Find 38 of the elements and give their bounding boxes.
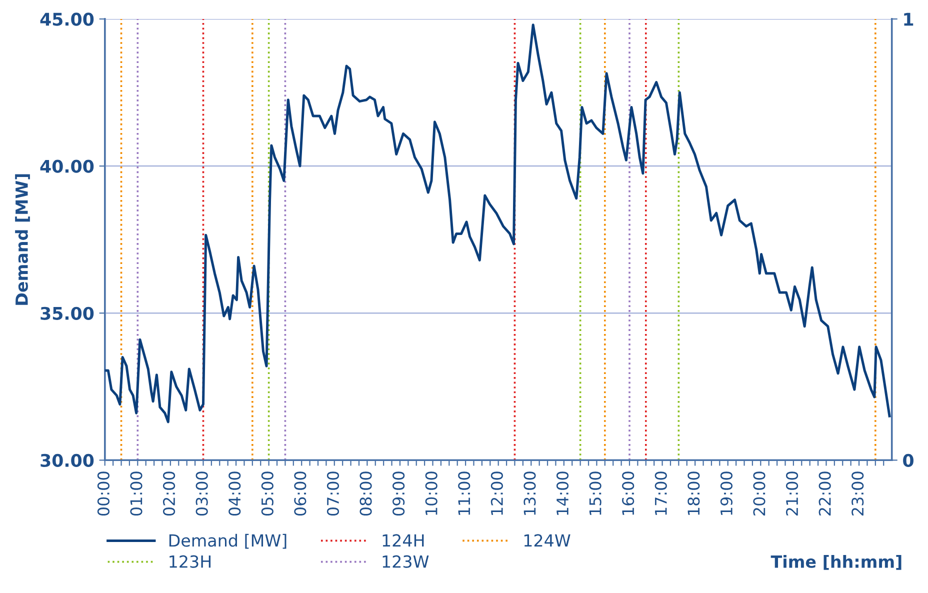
x-axis-title: Time [hh:mm] — [770, 555, 902, 570]
x-tick-label: 13:00 — [524, 472, 536, 515]
legend-label: 124W — [524, 534, 570, 547]
x-tick-label: 12:00 — [490, 472, 503, 515]
y2-tick-label: 1 — [904, 12, 914, 26]
x-tick-label: 15:00 — [589, 472, 602, 515]
y-axis-title: Demand [MW] — [15, 174, 30, 305]
x-tick-label: 23:00 — [852, 472, 864, 516]
x-tick-label: 22:00 — [818, 472, 831, 516]
x-tick-label: 06:00 — [294, 472, 306, 516]
x-tick-label: 21:00 — [786, 472, 798, 516]
x-tick-label: 00:00 — [97, 472, 110, 516]
x-tick-label: 01:00 — [130, 472, 142, 516]
x-tick-label: 11:00 — [458, 472, 470, 515]
x-tick-label: 18:00 — [688, 472, 700, 515]
x-tick-label: 04:00 — [228, 472, 241, 516]
x-tick-label: 14:00 — [556, 472, 569, 515]
y-tick-label: 30.00 — [40, 454, 94, 468]
x-tick-label: 03:00 — [196, 472, 208, 516]
x-tick-label: 17:00 — [654, 472, 667, 515]
legend-label: 123H — [170, 555, 211, 568]
y-tick-label: 40.00 — [40, 160, 94, 173]
x-tick-label: 05:00 — [261, 472, 274, 516]
legend-label: 124H — [382, 534, 424, 547]
x-tick-label: 20:00 — [753, 472, 766, 516]
x-tick-label: 09:00 — [392, 472, 405, 516]
x-tick-label: 10:00 — [425, 472, 438, 515]
x-tick-label: 16:00 — [622, 472, 634, 515]
line-series — [104, 24, 891, 424]
y2-tick-label: 0 — [903, 454, 914, 468]
x-tick-label: 19:00 — [720, 472, 732, 515]
x-tick-label: 08:00 — [360, 472, 372, 516]
y-tick-label: 35.00 — [40, 306, 94, 320]
legend-label: 123W — [382, 555, 429, 568]
y-tick-label: 45.00 — [40, 12, 94, 26]
x-tick-label: 02:00 — [162, 472, 176, 516]
legend-label: Demand [MW] — [169, 534, 286, 549]
x-tick-label: 07:00 — [326, 472, 340, 516]
